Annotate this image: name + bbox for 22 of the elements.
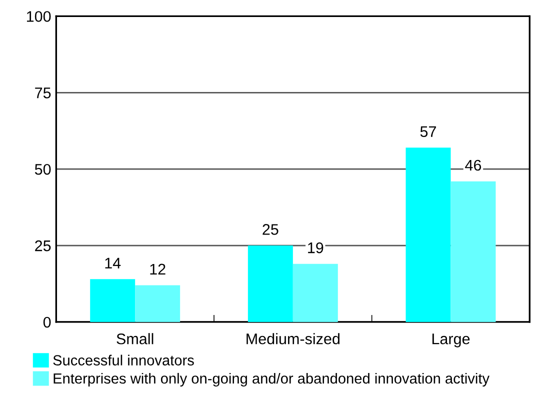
- data-label: 19: [308, 242, 324, 254]
- y-tick-label: 50: [34, 164, 51, 175]
- data-label: 14: [105, 258, 121, 268]
- data-label: 57: [420, 126, 436, 138]
- bar: [135, 285, 180, 322]
- y-tick-label: 25: [35, 240, 51, 252]
- bar: [450, 181, 496, 322]
- legend-label: Successful innovators: [53, 354, 194, 366]
- x-tick-label: Small: [116, 333, 154, 344]
- data-label: 25: [262, 224, 278, 235]
- legend-label: Enterprises with only on-going and/or abandoned innovation activity: [54, 372, 490, 387]
- x-tick-label: Medium-sized: [246, 333, 340, 344]
- data-label: 12: [150, 264, 166, 274]
- bar: [90, 279, 136, 322]
- y-tick-label: 0: [43, 316, 51, 328]
- bar: [406, 148, 451, 322]
- y-tick-label: 100: [26, 11, 51, 22]
- y-tick-label: 75: [35, 88, 51, 98]
- x-tick-label: Large: [432, 334, 470, 348]
- data-label: 46: [465, 160, 482, 171]
- bar: [292, 264, 338, 322]
- bar: [248, 246, 293, 322]
